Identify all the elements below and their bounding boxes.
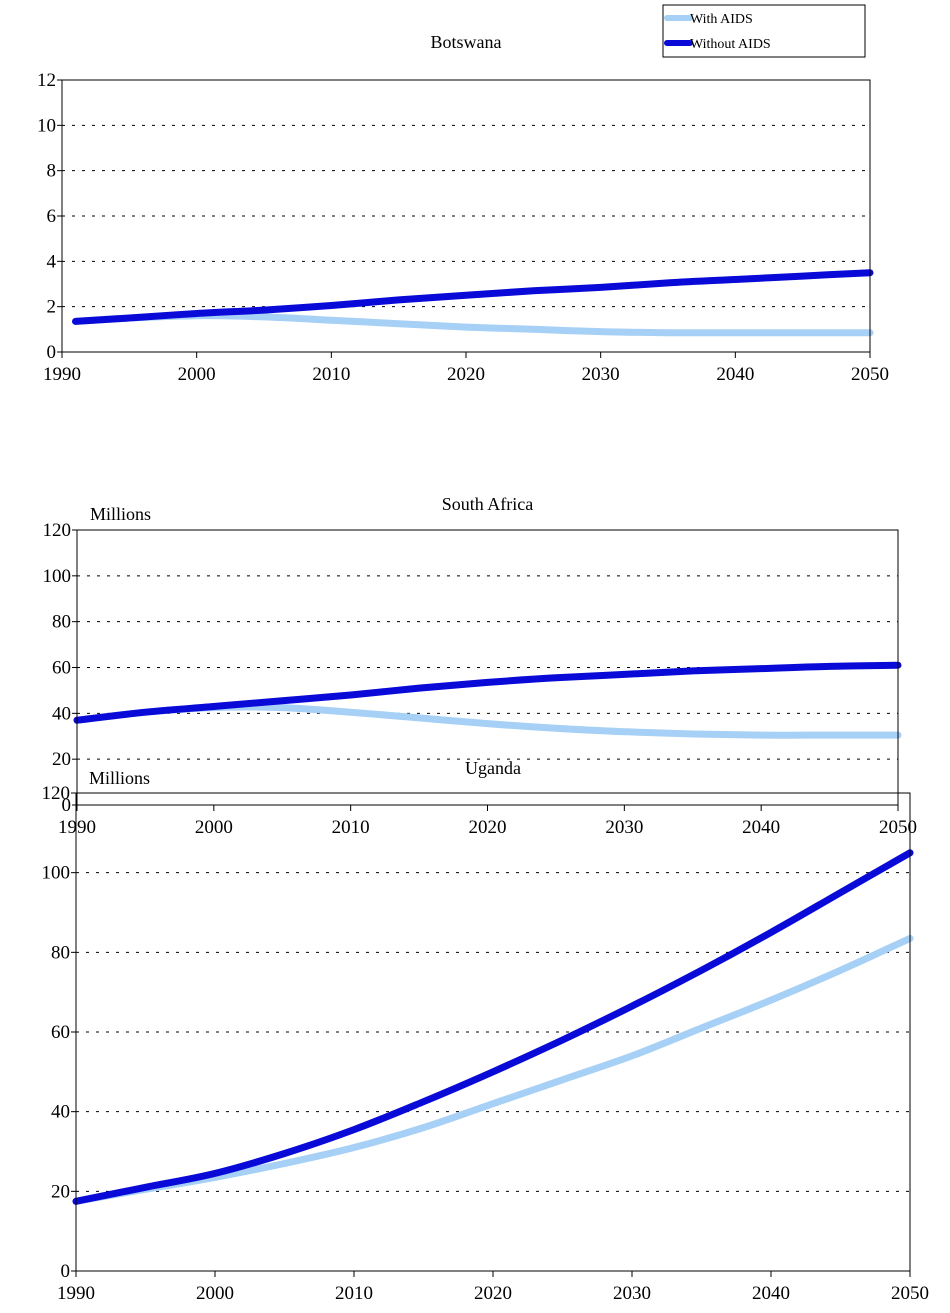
y-tick-label: 40 <box>52 703 71 724</box>
y-axis-label: Millions <box>90 504 151 524</box>
y-tick-label: 120 <box>42 783 71 804</box>
x-tick-label: 2030 <box>613 1283 651 1304</box>
y-tick-label: 80 <box>52 612 71 633</box>
y-tick-label: 60 <box>52 658 71 679</box>
y-tick-label: 100 <box>42 863 71 884</box>
x-tick-label: 2020 <box>447 364 485 385</box>
legend-label-with-aids: With AIDS <box>690 12 753 27</box>
series-line-without-aids <box>72 849 914 1205</box>
series-line-with-aids <box>72 312 874 337</box>
chart-botswana: 0 2 4 6 8 10 12 1990 2000 2010 2020 2030 2040 2050 Bot… <box>37 32 889 385</box>
x-tick-label: 2030 <box>605 817 643 838</box>
x-tick-label: 2000 <box>196 1283 234 1304</box>
y-tick-label: 10 <box>37 115 56 136</box>
y-tick-label: 40 <box>51 1102 70 1123</box>
x-tick-label: 1990 <box>58 817 96 838</box>
chart-title: Uganda <box>465 758 521 778</box>
x-tick-label: 2010 <box>335 1283 373 1304</box>
y-tick-label: 20 <box>51 1181 70 1202</box>
y-tick-label: 4 <box>47 251 57 272</box>
x-tick-label: 2000 <box>195 817 233 838</box>
plot-area-frame <box>75 792 911 1272</box>
x-tick-label: 2030 <box>582 364 620 385</box>
chart-title: Botswana <box>431 32 502 52</box>
y-tick-label: 0 <box>62 795 72 816</box>
x-tick-label: 2010 <box>332 817 370 838</box>
x-tick-label: 2020 <box>469 817 507 838</box>
y-tick-label: 60 <box>51 1022 70 1043</box>
x-tick-label: 2040 <box>716 364 754 385</box>
series-line-without-aids <box>73 661 902 724</box>
chart-title: South Africa <box>442 494 534 514</box>
x-tick-label: 2050 <box>851 364 889 385</box>
y-axis-label: Millions <box>89 768 150 788</box>
x-tick-label: 2000 <box>178 364 216 385</box>
x-tick-label: 2050 <box>879 817 917 838</box>
y-tick-label: 6 <box>47 206 57 227</box>
y-tick-label: 100 <box>43 566 72 587</box>
y-tick-label: 0 <box>61 1261 71 1282</box>
x-tick-label: 2010 <box>312 364 350 385</box>
x-tick-label: 2050 <box>891 1283 929 1304</box>
y-tick-label: 120 <box>43 520 72 541</box>
legend-box <box>662 4 866 58</box>
y-tick-label: 2 <box>47 297 57 318</box>
x-tick-label: 1990 <box>43 364 81 385</box>
series-line-with-aids <box>72 934 914 1205</box>
series-line-without-aids <box>72 269 874 325</box>
y-tick-label: 0 <box>47 342 57 363</box>
y-tick-label: 8 <box>47 161 57 182</box>
series-line-with-aids <box>73 703 902 739</box>
y-tick-label: 80 <box>51 942 70 963</box>
legend-label-without-aids: Without AIDS <box>690 37 771 52</box>
x-tick-label: 2040 <box>742 817 780 838</box>
x-tick-label: 2020 <box>474 1283 512 1304</box>
legend: With AIDS Without AIDS <box>662 4 866 58</box>
y-tick-label: 12 <box>37 70 56 91</box>
y-tick-label: 20 <box>52 749 71 770</box>
x-tick-label: 1990 <box>57 1283 95 1304</box>
x-tick-label: 2040 <box>752 1283 790 1304</box>
